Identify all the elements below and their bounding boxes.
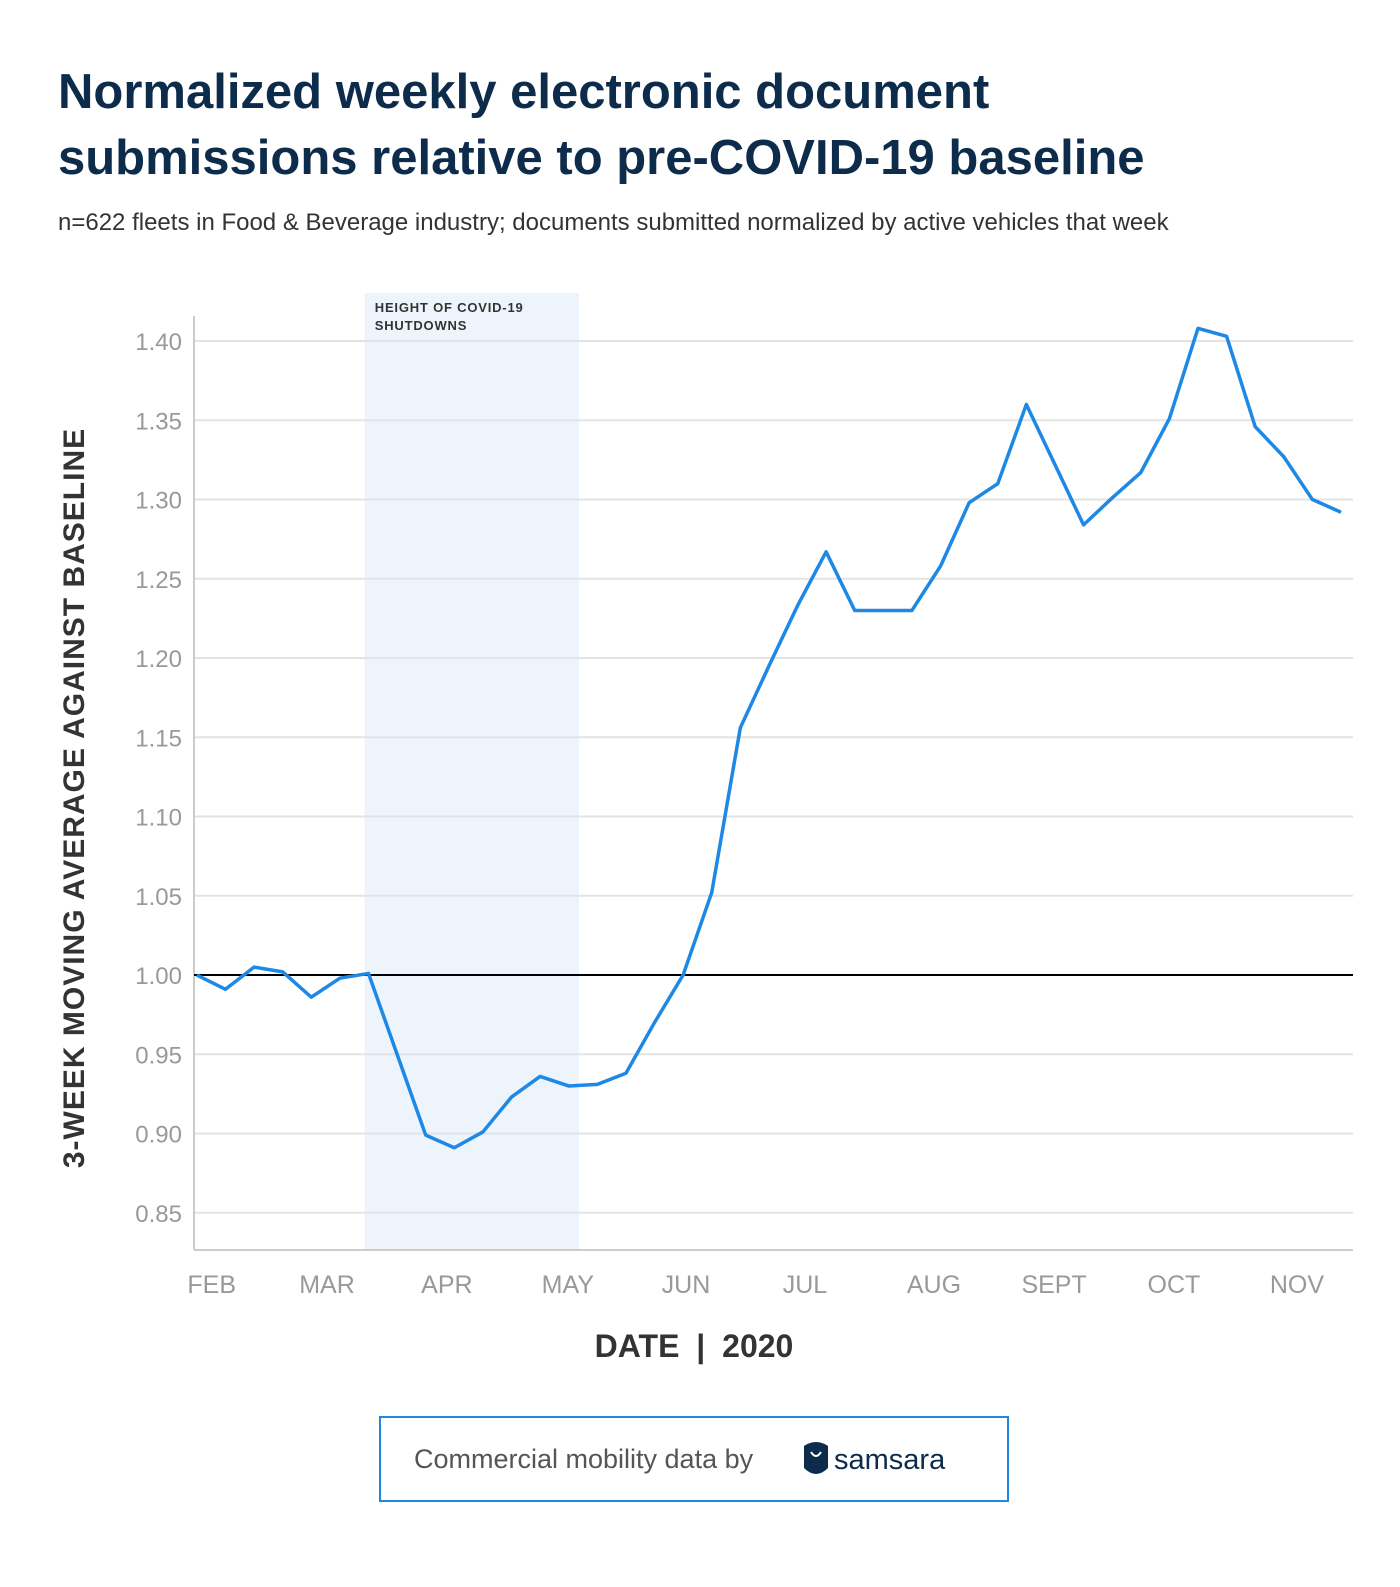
data-line xyxy=(196,326,1342,1150)
y-tick-label: 1.35 xyxy=(135,408,182,435)
x-tick-label: MAR xyxy=(299,1271,355,1299)
x-tick-label: NOV xyxy=(1270,1271,1325,1299)
x-tick-label: JUL xyxy=(783,1271,828,1299)
y-tick-label: 1.15 xyxy=(135,725,182,752)
chart-subtitle: n=622 fleets in Food & Beverage industry… xyxy=(58,209,1170,236)
y-axis-title: 3-WEEK MOVING AVERAGE AGAINST BASELINE xyxy=(58,428,91,1168)
x-axis-title: DATE | 2020 xyxy=(595,1328,794,1364)
span-label: SHUTDOWNS xyxy=(375,318,467,333)
brand-logo xyxy=(804,1442,828,1474)
footer-box xyxy=(379,1416,1009,1502)
brand-name: samsara xyxy=(834,1444,946,1476)
chart-title: submissions relative to pre-COVID-19 bas… xyxy=(58,131,1145,185)
y-tick-label: 1.20 xyxy=(135,646,182,673)
y-tick-label: 1.00 xyxy=(135,963,182,990)
x-tick-label: APR xyxy=(421,1271,472,1299)
y-tick-label: 1.30 xyxy=(135,488,182,515)
y-tick-label: 1.05 xyxy=(135,884,182,911)
x-tick-label: SEPT xyxy=(1021,1271,1086,1299)
span-label: HEIGHT OF COVID-19 xyxy=(375,300,524,315)
x-tick-label: AUG xyxy=(907,1271,961,1299)
y-tick-label: 0.95 xyxy=(135,1042,182,1069)
x-tick-label: FEB xyxy=(187,1271,236,1299)
y-tick-label: 1.40 xyxy=(135,329,182,356)
x-tick-label: MAY xyxy=(542,1271,595,1299)
chart-title: Normalized weekly electronic document xyxy=(58,65,989,119)
y-tick-label: 0.90 xyxy=(135,1122,182,1149)
shaded-span xyxy=(364,293,579,1250)
y-tick-label: 0.85 xyxy=(135,1201,182,1228)
y-tick-label: 1.25 xyxy=(135,567,182,594)
x-tick-label: JUN xyxy=(662,1271,711,1299)
y-tick-label: 1.10 xyxy=(135,805,182,832)
footer-text: Commercial mobility data by xyxy=(414,1444,754,1474)
x-tick-label: OCT xyxy=(1148,1271,1201,1299)
